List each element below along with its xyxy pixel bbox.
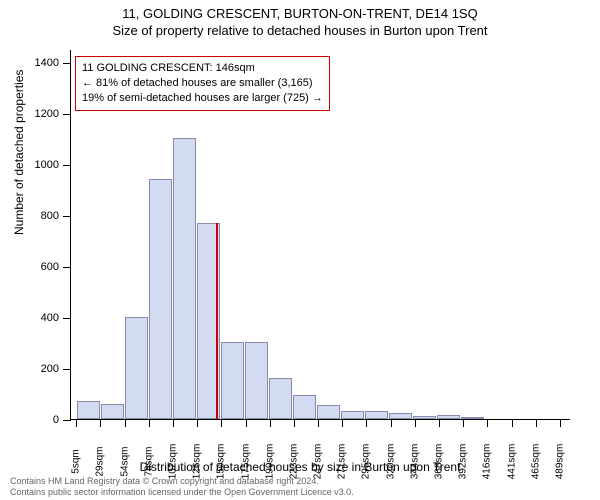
x-tick (125, 419, 126, 427)
histogram-bar (245, 342, 268, 419)
title-sub: Size of property relative to detached ho… (0, 21, 600, 38)
x-tick (366, 419, 367, 427)
y-tick (63, 420, 71, 421)
footer-line1: Contains HM Land Registry data © Crown c… (10, 476, 354, 487)
x-tick (463, 419, 464, 427)
x-tick (270, 419, 271, 427)
chart-container: 11, GOLDING CRESCENT, BURTON-ON-TRENT, D… (0, 0, 600, 500)
y-tick (63, 165, 71, 166)
y-tick (63, 63, 71, 64)
y-tick (63, 318, 71, 319)
y-tick-label: 1200 (19, 108, 59, 120)
histogram-bar (341, 411, 364, 419)
x-tick (536, 419, 537, 427)
histogram-bar (365, 411, 388, 419)
x-tick (221, 419, 222, 427)
y-tick (63, 267, 71, 268)
x-tick (294, 419, 295, 427)
y-tick-label: 200 (19, 363, 59, 375)
histogram-bar (101, 404, 124, 419)
annotation-line3: 19% of semi-detached houses are larger (… (82, 91, 323, 106)
marker-line (216, 223, 218, 419)
y-tick-label: 800 (19, 210, 59, 222)
x-tick (439, 419, 440, 427)
footer-line2: Contains public sector information licen… (10, 487, 354, 498)
x-tick (318, 419, 319, 427)
title-main: 11, GOLDING CRESCENT, BURTON-ON-TRENT, D… (0, 0, 600, 21)
x-tick (391, 419, 392, 427)
histogram-bar (293, 395, 316, 419)
annotation-line1: 11 GOLDING CRESCENT: 146sqm (82, 61, 323, 76)
histogram-bar (77, 401, 100, 419)
histogram-bar (437, 415, 460, 419)
y-tick-label: 1400 (19, 57, 59, 69)
histogram-bar (173, 138, 196, 419)
x-tick (76, 419, 77, 427)
chart-area: 02004006008001000120014005sqm29sqm54sqm7… (70, 50, 570, 420)
y-tick (63, 216, 71, 217)
histogram-bar (125, 317, 148, 419)
y-tick (63, 369, 71, 370)
annotation-box: 11 GOLDING CRESCENT: 146sqm ← 81% of det… (75, 56, 330, 111)
x-tick (197, 419, 198, 427)
histogram-bar (317, 405, 340, 419)
annotation-line2: ← 81% of detached houses are smaller (3,… (82, 76, 323, 91)
histogram-bar (389, 413, 412, 419)
x-tick (487, 419, 488, 427)
histogram-bar (221, 342, 244, 419)
x-tick (173, 419, 174, 427)
x-tick (149, 419, 150, 427)
histogram-bar (269, 378, 292, 419)
y-tick-label: 1000 (19, 159, 59, 171)
histogram-bar (149, 179, 172, 419)
y-tick-label: 400 (19, 312, 59, 324)
x-tick (560, 419, 561, 427)
footer: Contains HM Land Registry data © Crown c… (10, 476, 354, 498)
x-tick (512, 419, 513, 427)
x-tick (415, 419, 416, 427)
histogram-bar (461, 417, 484, 419)
x-tick (342, 419, 343, 427)
y-tick (63, 114, 71, 115)
histogram-bar (413, 416, 436, 419)
x-tick (246, 419, 247, 427)
x-tick (100, 419, 101, 427)
x-axis-label: Distribution of detached houses by size … (0, 460, 600, 474)
y-tick-label: 600 (19, 261, 59, 273)
y-tick-label: 0 (19, 414, 59, 426)
